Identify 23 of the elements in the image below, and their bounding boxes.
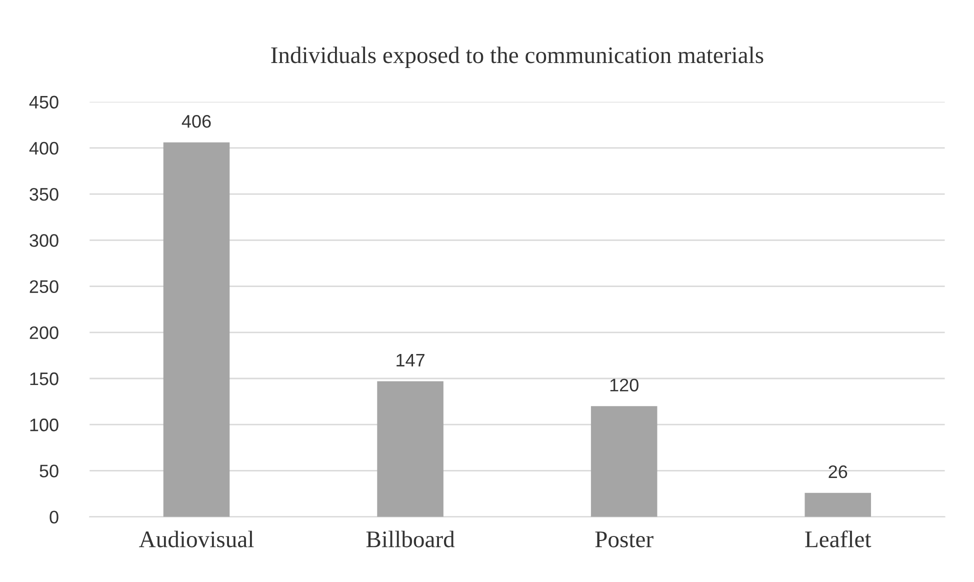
y-tick-label: 150 <box>30 372 58 386</box>
y-tick-label: 350 <box>30 188 58 201</box>
y-tick-label: 250 <box>30 280 58 293</box>
chart-title: Individuals exposed to the communication materials <box>271 46 764 68</box>
data-label: 406 <box>182 114 211 128</box>
x-tick-label: Leaflet <box>805 530 872 548</box>
y-tick-label: 450 <box>29 96 58 109</box>
y-tick-label: 0 <box>50 510 58 524</box>
y-tick-label: 100 <box>30 418 58 432</box>
data-label: 120 <box>610 378 638 392</box>
bar <box>377 381 444 517</box>
x-tick-label: Billboard <box>366 530 455 548</box>
x-tick-label: Audiovisual <box>139 530 254 548</box>
y-tick-label: 200 <box>30 326 58 340</box>
y-tick-label: 400 <box>29 142 58 155</box>
bar <box>163 142 230 517</box>
data-label: 147 <box>396 354 424 366</box>
bar <box>590 406 658 517</box>
x-tick-label: Poster <box>595 532 654 548</box>
data-label: 26 <box>828 465 848 478</box>
bar <box>804 492 872 517</box>
y-tick-label: 300 <box>30 234 58 247</box>
y-tick-label: 50 <box>40 464 58 478</box>
